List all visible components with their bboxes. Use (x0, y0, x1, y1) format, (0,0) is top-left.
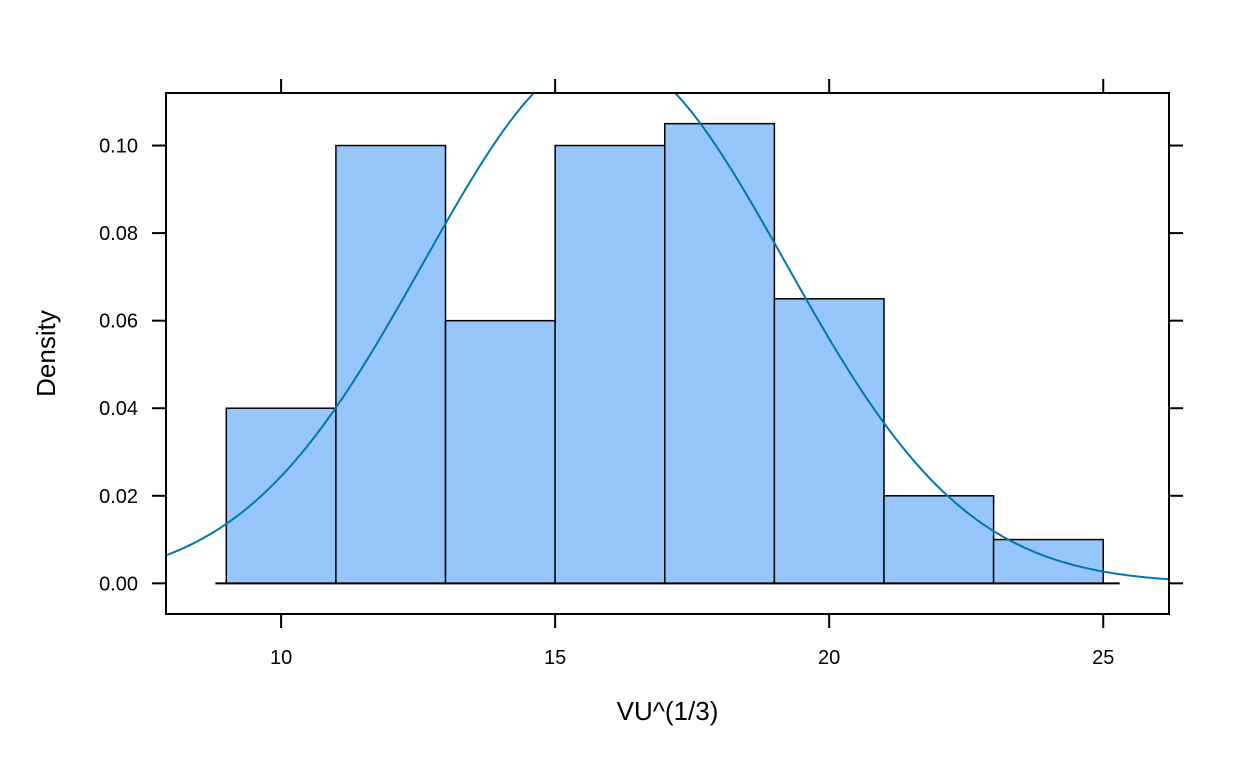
plot-frame (165, 92, 1170, 615)
y-tick-label-0.06: 0.06 (99, 311, 138, 333)
histogram-bars (225, 122, 1104, 585)
x-tick-label-20: 20 (818, 647, 840, 669)
density-curve-layer (166, 93, 1169, 581)
y-tick-label-0.08: 0.08 (99, 223, 138, 245)
histogram-bar-8 (992, 538, 1104, 585)
y-axis-ticks (152, 144, 1183, 585)
density-curve (166, 93, 1169, 581)
y-tick-label-0.02: 0.02 (99, 486, 138, 508)
histogram-bar-4 (554, 144, 666, 585)
x-tick-label-25: 25 (1092, 647, 1114, 669)
x-tick-label-10: 10 (270, 647, 292, 669)
x-axis-title: VU^(1/3) (617, 696, 719, 726)
x-tick-label-15: 15 (544, 647, 566, 669)
histogram-bar-6 (773, 298, 885, 585)
histogram-bar-5 (664, 122, 776, 585)
y-tick-label-0.10: 0.10 (99, 136, 138, 158)
x-axis-tick-labels: 10 15 20 25 (270, 647, 1114, 669)
y-axis-title: Density (31, 310, 61, 397)
y-tick-label-0.04: 0.04 (99, 398, 138, 420)
y-tick-label-0.00: 0.00 (99, 573, 138, 595)
histogram-bar-3 (444, 319, 556, 585)
y-axis-tick-labels: 0.00 0.02 0.04 0.06 0.08 0.10 (99, 136, 138, 596)
histogram-bar-2 (335, 144, 447, 585)
histogram-bar-1 (225, 407, 337, 585)
x-axis-ticks (280, 79, 1105, 628)
histogram-bar-7 (883, 495, 995, 585)
